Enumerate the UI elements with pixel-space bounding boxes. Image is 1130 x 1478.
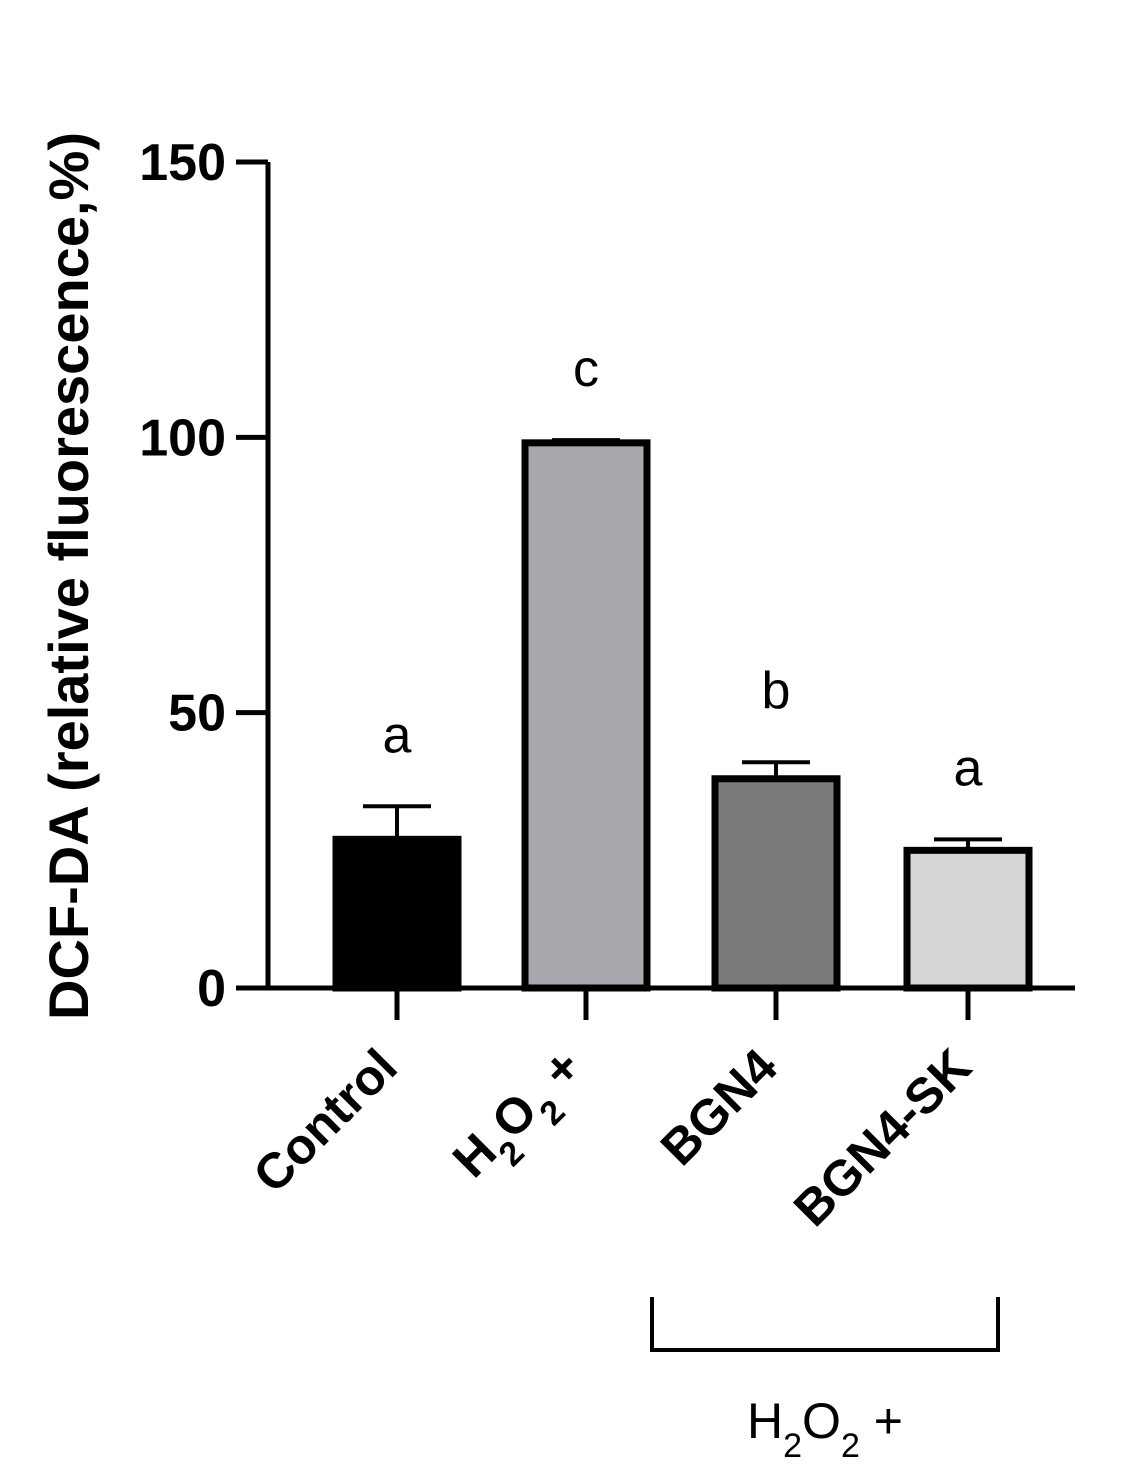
y-axis-label: DCF-DA (relative fluorescence,%) <box>37 132 100 1020</box>
category-label: H2O2 + <box>442 1038 603 1199</box>
significance-label: c <box>573 340 599 398</box>
y-tick-label: 150 <box>139 134 226 192</box>
category-label: BGN4-SK <box>783 1038 982 1237</box>
bar <box>711 775 841 992</box>
bars <box>332 439 1033 992</box>
group-bracket: H2O2 + <box>650 1297 1000 1465</box>
bar <box>903 846 1033 992</box>
group-label: H2O2 + <box>747 1393 903 1465</box>
significance-label: b <box>762 662 791 720</box>
significance-label: a <box>383 706 412 764</box>
y-tick-label: 50 <box>168 685 226 743</box>
category-label: Control <box>243 1038 408 1203</box>
y-tick-label: 0 <box>197 960 226 1018</box>
y-tick-label: 100 <box>139 409 226 467</box>
significance-label: a <box>954 739 983 797</box>
category-label: BGN4 <box>650 1038 788 1176</box>
bar <box>521 439 651 992</box>
bracket-line <box>650 1297 1000 1352</box>
error-bars <box>363 438 1002 851</box>
bar <box>332 835 462 992</box>
y-axis-label-group: DCF-DA (relative fluorescence,%) <box>37 132 100 1020</box>
significance-labels: a c b a <box>383 340 983 797</box>
